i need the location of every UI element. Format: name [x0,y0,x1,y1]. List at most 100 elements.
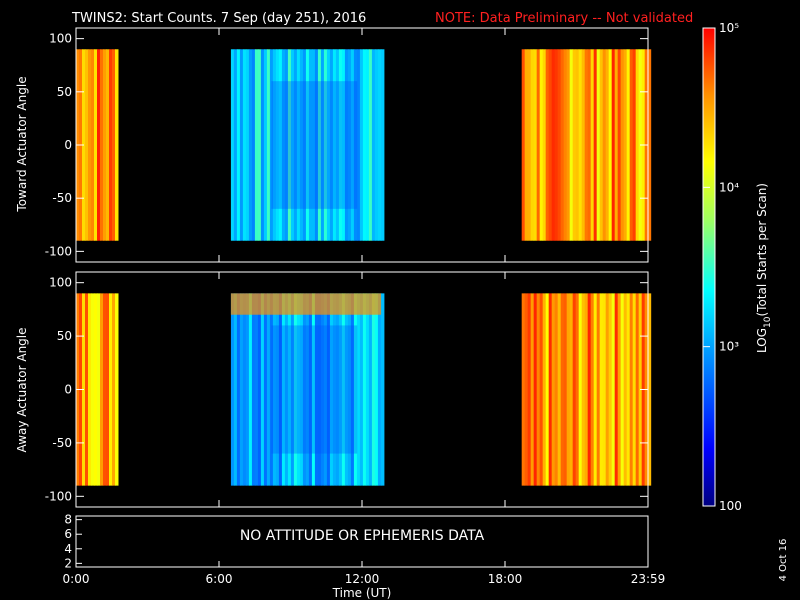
heatmap-cell [548,49,553,241]
y-tick-label: 8 [64,513,72,527]
heatmap-cell [332,293,337,486]
heatmap-cell [263,49,268,241]
heatmap-cell [560,49,565,241]
heatmap-edge-band [230,293,382,315]
footer-date: 4 Oct 16 [778,539,789,582]
heatmap-cell [323,293,328,486]
heatmap-cell [281,293,286,486]
heatmap-cell [326,293,331,486]
heatmap-cell [230,49,235,241]
heatmap-cell [602,293,607,486]
heatmap-cell [557,293,562,486]
heatmap-cell [257,49,262,241]
y-tick-label: 0 [64,138,72,152]
heatmap-cell [569,293,574,486]
heatmap-cell [557,49,562,241]
heatmap-cell [578,49,583,241]
heatmap-cell [527,293,532,486]
heatmap-cell [563,49,568,241]
heatmap-cell [521,49,526,241]
heatmap-cell [296,49,301,241]
heatmap-cell [311,293,316,486]
heatmap-cell [85,293,89,486]
heatmap-cell [533,293,538,486]
y-tick-label: 0 [64,383,72,397]
heatmap-cell [527,49,532,241]
heatmap-cell [323,49,328,241]
heatmap-cell [524,293,529,486]
heatmap-cell [109,293,113,486]
heatmap-cell [106,293,110,486]
heatmap-cell [112,49,116,241]
heatmap-cell [317,49,322,241]
x-tick-label: 18:00 [488,572,523,586]
heatmap-cell [335,49,340,241]
heatmap-cell [647,49,652,241]
heatmap-cell [617,293,622,486]
heatmap-cell [88,49,92,241]
heatmap-cell [599,293,604,486]
colorbar-label: LOG10(Total Starts per Scan) [755,183,773,353]
heatmap-cell [575,293,580,486]
heatmap-cell [254,293,259,486]
heatmap-cell [347,293,352,486]
heatmap-cell [266,293,271,486]
y-tick-label: -100 [45,244,72,258]
colorbar-tick-label: 10³ [719,340,739,354]
heatmap-cell [593,49,598,241]
heatmap-cell [263,293,268,486]
heatmap-cell [587,293,592,486]
heatmap-cell [353,293,358,486]
heatmap-cell [545,49,550,241]
heatmap-cell [377,293,382,486]
heatmap-cell [371,49,376,241]
heatmap-cell [287,293,292,486]
heatmap-cell [112,293,116,486]
heatmap-cell [548,293,553,486]
heatmap-cell [365,49,370,241]
heatmap-cell [251,49,256,241]
heatmap-cell [248,49,253,241]
heatmap-cell [103,49,107,241]
heatmap-cell [572,293,577,486]
heatmap-cell [230,293,235,486]
chart-note: NOTE: Data Preliminary -- Not validated [435,11,693,26]
heatmap-cell [284,293,289,486]
heatmap-cell [524,49,529,241]
heatmap-cell [602,49,607,241]
heatmap-cell [245,49,250,241]
heatmap-cell [320,49,325,241]
heatmap-cell [623,49,628,241]
heatmap-cell [290,49,295,241]
heatmap-cell [299,49,304,241]
heatmap-cell [563,293,568,486]
y-tick-label: 2 [64,556,72,570]
away-angle-panel: 100 50 0 -50 -100 [45,271,652,508]
heatmap-cell [94,293,98,486]
heatmap-cell [380,49,385,241]
heatmap-cell [611,49,616,241]
heatmap-cell [581,293,586,486]
heatmap-cell [632,293,637,486]
y-tick-label: -50 [52,436,72,450]
heatmap-cell [587,49,592,241]
heatmap-cell [94,49,98,241]
heatmap-cell [593,293,598,486]
heatmap-cell [356,293,361,486]
x-tick-label: 12:00 [345,572,380,586]
heatmap-cell [293,293,298,486]
heatmap-cell [554,49,559,241]
chart-title: TWINS2: Start Counts. 7 Sep (day 251), 2… [71,11,366,26]
heatmap-cell [614,49,619,241]
y-tick-label: 100 [49,276,72,290]
heatmap-cell [584,293,589,486]
heatmap-cell [626,293,631,486]
heatmap-cell [281,49,286,241]
heatmap-cell [302,49,307,241]
heatmap-cell [605,49,610,241]
heatmap-cell [590,49,595,241]
heatmap-cell [551,293,556,486]
heatmap-cell [575,49,580,241]
